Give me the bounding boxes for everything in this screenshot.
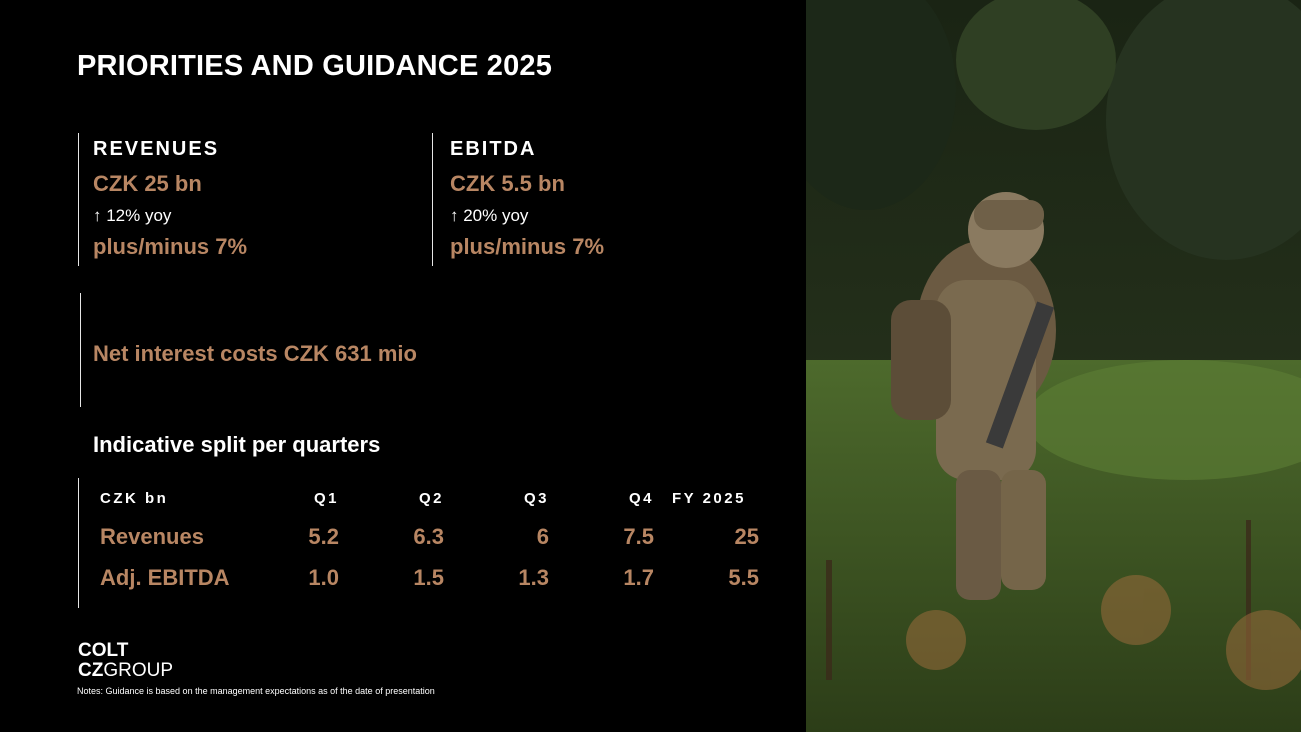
split-title: Indicative split per quarters bbox=[93, 432, 381, 457]
revenues-range: plus/minus 7% bbox=[93, 234, 248, 259]
net-interest-text: Net interest costs CZK 631 mio bbox=[93, 341, 417, 366]
row-label-adj-ebitda: Adj. EBITDA bbox=[100, 565, 230, 590]
table-header-q3: Q3 bbox=[523, 490, 549, 507]
cell-revenues-q4: 7.5 bbox=[623, 524, 654, 549]
revenues-value: CZK 25 bn bbox=[93, 171, 202, 196]
cell-ebitda-q4: 1.7 bbox=[623, 565, 654, 590]
photo-illustration bbox=[806, 0, 1301, 732]
net-interest-block: Net interest costs CZK 631 mio bbox=[80, 293, 593, 407]
table-header-unit: CZK bn bbox=[100, 490, 169, 507]
logo-group: GROUP bbox=[103, 660, 174, 681]
cell-revenues-q1: 5.2 bbox=[308, 524, 339, 549]
content-panel: PRIORITIES AND GUIDANCE 2025 REVENUES CZ… bbox=[77, 50, 769, 696]
logo-cz: CZ bbox=[78, 660, 104, 681]
table-header-q4: Q4 bbox=[628, 490, 654, 507]
revenues-heading: REVENUES bbox=[93, 138, 220, 160]
revenues-block: REVENUES CZK 25 bn ↑ 12% yoy plus/minus … bbox=[78, 133, 393, 266]
row-label-revenues: Revenues bbox=[100, 524, 204, 549]
logo-line2: CZGROUP bbox=[78, 661, 173, 681]
ebitda-yoy: ↑ 20% yoy bbox=[450, 206, 529, 225]
table-header-q2: Q2 bbox=[418, 490, 444, 507]
quarterly-split-table: CZK bn Q1 Q2 Q3 Q4 FY 2025 Revenues 5.2 … bbox=[78, 478, 769, 608]
cell-revenues-fy: 25 bbox=[734, 524, 759, 549]
page-title: PRIORITIES AND GUIDANCE 2025 bbox=[77, 50, 553, 82]
cell-revenues-q3: 6 bbox=[536, 524, 549, 549]
ebitda-heading: EBITDA bbox=[450, 138, 537, 160]
soldier-photo bbox=[806, 0, 1301, 732]
cell-ebitda-q2: 1.5 bbox=[413, 565, 444, 590]
colt-cz-group-logo: COLT CZGROUP bbox=[78, 641, 173, 681]
revenues-yoy: ↑ 12% yoy bbox=[93, 206, 172, 225]
ebitda-block: EBITDA CZK 5.5 bn ↑ 20% yoy plus/minus 7… bbox=[432, 133, 750, 266]
ebitda-value: CZK 5.5 bn bbox=[450, 171, 565, 196]
cell-revenues-q2: 6.3 bbox=[413, 524, 444, 549]
cell-ebitda-q1: 1.0 bbox=[308, 565, 339, 590]
table-header-q1: Q1 bbox=[313, 490, 339, 507]
cell-ebitda-q3: 1.3 bbox=[518, 565, 549, 590]
cell-ebitda-fy: 5.5 bbox=[728, 565, 759, 590]
ebitda-range: plus/minus 7% bbox=[450, 234, 605, 259]
table-header-fy: FY 2025 bbox=[672, 490, 746, 507]
footnote: Notes: Guidance is based on the manageme… bbox=[77, 686, 435, 696]
logo-line1: COLT bbox=[78, 640, 129, 661]
